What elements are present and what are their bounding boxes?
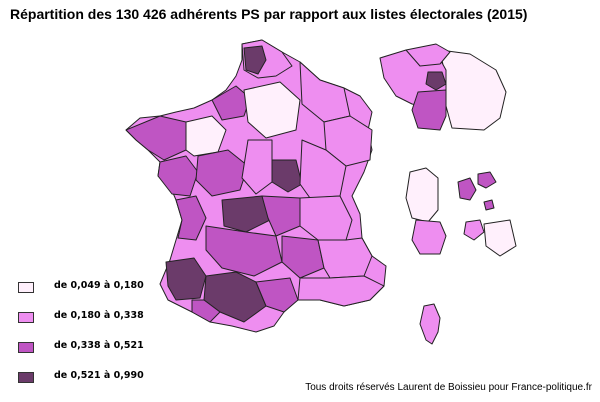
metropolitan-france — [125, 39, 387, 333]
ile-de-france-inset — [379, 43, 507, 131]
mayotte-island — [483, 199, 495, 211]
dept-center-1 — [195, 149, 249, 197]
credit-text: Tous droits réservés Laurent de Boissieu… — [305, 382, 592, 393]
legend-label: de 0,338 à 0,521 — [54, 340, 144, 351]
legend-swatch — [18, 372, 34, 383]
legend-swatch — [18, 312, 34, 323]
idf-south — [411, 89, 447, 131]
guyane-inset — [411, 219, 447, 255]
idf-paris-dark — [425, 71, 447, 91]
map-title: Répartition des 130 426 adhérents PS par… — [10, 6, 528, 22]
dept-center-3 — [261, 195, 301, 237]
dept-center-north — [243, 81, 301, 139]
legend-swatch — [18, 282, 34, 293]
martinique-island — [477, 171, 497, 189]
dept-pyrenees — [191, 299, 221, 323]
dept-south-center — [205, 225, 283, 277]
guadeloupe-island — [457, 177, 477, 201]
reunion-island — [405, 167, 439, 223]
far-territory — [483, 219, 517, 257]
dept-southwest-dark — [165, 257, 207, 301]
idf-north — [405, 43, 451, 67]
dept-south-1 — [255, 277, 299, 313]
dept-provence — [297, 275, 385, 307]
corse-island — [419, 303, 441, 345]
idf-east — [439, 49, 507, 131]
dept-alps — [317, 237, 373, 279]
legend-label: de 0,521 à 0,990 — [54, 370, 144, 381]
dept-west-2 — [157, 155, 199, 197]
legend-label: de 0,049 à 0,180 — [54, 280, 144, 291]
dept-west-3 — [175, 195, 207, 241]
dept-brittany — [125, 115, 187, 161]
dept-center-2 — [241, 139, 273, 195]
legend-label: de 0,180 à 0,338 — [54, 310, 144, 321]
dept-nord-dark — [243, 45, 267, 75]
dept-rhone — [281, 235, 325, 279]
dept-center-dark — [221, 195, 271, 233]
small-territory — [463, 219, 485, 241]
legend-swatch — [18, 342, 34, 353]
